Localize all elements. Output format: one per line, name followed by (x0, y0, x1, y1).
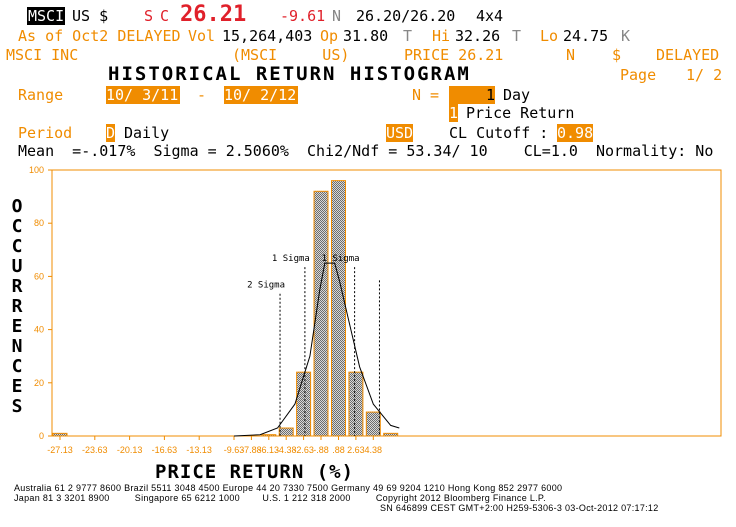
open-label: Op (320, 27, 339, 45)
n-unit: Day (503, 86, 531, 104)
y-axis-label-letter: E (12, 376, 23, 397)
histogram-bar (313, 190, 329, 437)
delayed-status: DELAYED (656, 46, 720, 64)
x-tick-label: -6.13 (259, 445, 280, 455)
y-axis-label-letter: E (12, 316, 23, 337)
condition-code: C (160, 7, 170, 25)
low-label: Lo (540, 27, 559, 45)
footer-session-info: SN 646899 CEST GMT+2:00 H259-5306-3 03-O… (380, 503, 659, 513)
high-label: Hi (432, 27, 451, 45)
cl-cutoff-field[interactable]: 0.98 (557, 124, 594, 142)
bid-ask-size: 4x4 (476, 7, 504, 25)
y-axis-label-letter: O (12, 196, 23, 217)
volume-value: 15,264,403 (222, 27, 313, 45)
sigma-marker-label: 1 Sigma (322, 254, 360, 264)
security-ticker-full: (MSCI US) (232, 46, 350, 64)
sigma-marker-label: 2 Sigma (247, 281, 285, 291)
x-tick-label: -2.63 (293, 445, 314, 455)
y-axis-label-letter: N (12, 336, 23, 357)
x-tick-label: -27.13 (47, 445, 73, 455)
histogram-bar (330, 180, 346, 437)
x-tick-label: -9.63 (224, 445, 245, 455)
statistics-summary: Mean =-.017% Sigma = 2.5060% Chi2/Ndf = … (18, 142, 714, 160)
condition-code-2: N (332, 7, 342, 25)
range-start-field[interactable]: 10/ 3/11 (106, 86, 180, 104)
y-tick-label: 80 (34, 218, 44, 228)
x-tick-label: -23.63 (82, 445, 108, 455)
histogram-chart: 0 20 40 60 80 100 -27.13 -23.63 -20.13 -16.63 -13.… (12, 165, 722, 483)
period-code-field[interactable]: D (106, 124, 116, 142)
open-condition: T (403, 27, 413, 45)
y-axis-label-letter: C (12, 356, 23, 377)
security-n: N (566, 46, 576, 64)
x-tick-label: 4.38 (365, 445, 383, 455)
low-value: 24.75 (563, 27, 609, 45)
histogram-bar (296, 371, 312, 437)
bid-ask: 26.20/26.20 (356, 7, 456, 25)
x-tick-label: -7.88 (241, 445, 262, 455)
y-axis-label-letter: C (12, 236, 23, 257)
range-dash: - (197, 86, 207, 104)
sigma-marker-label: 1 Sigma (272, 254, 310, 264)
histogram-bar (278, 427, 294, 437)
n-value-field[interactable]: 1 (449, 86, 495, 104)
histogram-bar (348, 371, 364, 437)
histogram-bar (261, 434, 277, 437)
x-tick-label: -4.38 (276, 445, 297, 455)
x-tick-label: 2.63 (347, 445, 365, 455)
as-of-status: As of Oct2 DELAYED (18, 27, 181, 45)
y-tick-label: 20 (34, 378, 44, 388)
low-condition: K (621, 27, 631, 45)
footer-contacts-2: Japan 81 3 3201 8900 Singapore 65 6212 1… (14, 493, 546, 503)
x-tick-label: -20.13 (117, 445, 143, 455)
y-axis-label-letter: S (12, 396, 23, 417)
price-change: -9.61 (280, 7, 326, 25)
footer-contacts-1: Australia 61 2 9777 8600 Brazil 5511 304… (14, 483, 563, 493)
y-axis-label-letter: C (12, 216, 23, 237)
security-name: MSCI INC (6, 46, 79, 64)
x-tick-label: -13.13 (186, 445, 212, 455)
x-tick-label: -16.63 (152, 445, 178, 455)
security-price: PRICE 26.21 (404, 46, 504, 64)
y-tick-label: 40 (34, 325, 44, 335)
y-axis-label-letter: R (12, 296, 23, 317)
currency-field[interactable]: USD (386, 124, 414, 142)
n-label: N = (412, 86, 440, 104)
security-ticker[interactable]: MSCI (27, 7, 66, 25)
normal-fit-curve (233, 262, 400, 437)
histogram-bar (383, 432, 399, 437)
range-end-field[interactable]: 10/ 2/12 (224, 86, 298, 104)
period-value: Daily (124, 124, 170, 142)
histogram-bar (52, 432, 68, 437)
x-tick-label: -.88 (313, 445, 329, 455)
page-label: Page (620, 66, 657, 84)
y-tick-label: 60 (34, 271, 44, 281)
y-tick-label: 100 (29, 165, 44, 175)
page-number[interactable]: 1/ 2 (686, 66, 723, 84)
volume-label: Vol (188, 27, 216, 45)
high-value: 32.26 (455, 27, 501, 45)
y-tick-label: 0 (39, 431, 44, 441)
y-axis-label-letter: U (12, 256, 23, 277)
side-indicator: S (144, 7, 154, 25)
high-condition: T (512, 27, 522, 45)
last-price: 26.21 (180, 2, 247, 27)
y-axis-label-letter: R (12, 276, 23, 297)
return-type-label: Price Return (466, 104, 575, 122)
x-axis-label: PRICE RETURN (%) (155, 461, 354, 483)
histogram-bar (365, 411, 381, 437)
x-tick-label: .88 (332, 445, 345, 455)
cl-cutoff-label: CL Cutoff : (449, 124, 549, 142)
security-dollar: $ (612, 46, 622, 64)
period-label: Period (18, 124, 73, 142)
range-label: Range (18, 86, 64, 104)
open-value: 31.80 (343, 27, 389, 45)
page-title: HISTORICAL RETURN HISTOGRAM (108, 63, 471, 85)
currency-label: US $ (72, 7, 109, 25)
plot-frame (51, 169, 722, 437)
return-type-code-field[interactable]: 1 (449, 104, 459, 122)
